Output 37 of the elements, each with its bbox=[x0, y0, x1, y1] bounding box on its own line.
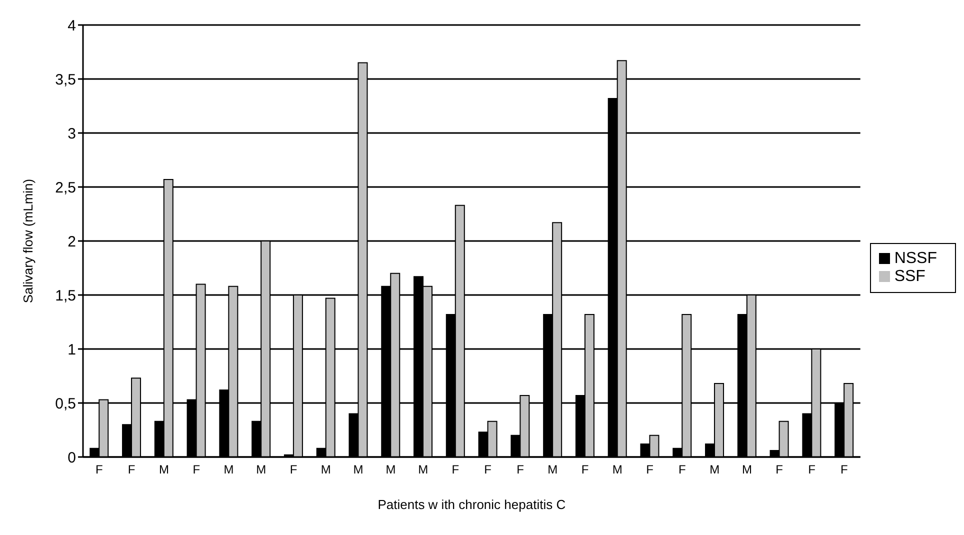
y-tick-label: 2 bbox=[68, 233, 76, 250]
x-tick-label: F bbox=[290, 462, 298, 477]
x-tick-label: M bbox=[353, 462, 364, 477]
y-tick-label: 2,5 bbox=[55, 179, 76, 196]
y-tick-label: 3,5 bbox=[55, 71, 76, 88]
x-tick-label: M bbox=[710, 462, 720, 477]
x-tick-label: M bbox=[158, 462, 169, 477]
y-tick-label: 3 bbox=[68, 125, 76, 142]
x-tick-label: F bbox=[192, 462, 200, 477]
legend-label: NSSF bbox=[894, 250, 937, 266]
x-tick-label: M bbox=[256, 462, 266, 477]
x-tick-label: F bbox=[516, 462, 524, 477]
x-tick-label: F bbox=[840, 462, 848, 477]
y-tick-label: 0 bbox=[68, 449, 76, 466]
x-tick-label: M bbox=[612, 462, 622, 477]
x-tick-label: F bbox=[96, 462, 103, 477]
x-tick-label: M bbox=[386, 462, 396, 477]
y-tick-label: 4 bbox=[68, 17, 76, 34]
x-tick-label: F bbox=[646, 462, 654, 477]
x-axis-title: Patients w ith chronic hepatitis C bbox=[378, 497, 566, 512]
y-tick-label: 0,5 bbox=[55, 395, 76, 412]
x-tick-label: F bbox=[808, 462, 816, 477]
legend-label: SSF bbox=[894, 268, 926, 284]
x-tick-label: F bbox=[581, 462, 589, 477]
x-tick-label: M bbox=[320, 462, 331, 477]
x-tick-label: F bbox=[484, 462, 492, 477]
x-tick-label: F bbox=[128, 462, 136, 477]
x-tick-label: F bbox=[776, 462, 784, 477]
x-tick-label: M bbox=[224, 462, 234, 477]
x-tick-label: M bbox=[418, 462, 428, 477]
x-tick-label: M bbox=[548, 462, 558, 477]
x-tick-label: F bbox=[678, 462, 686, 477]
x-tick-label: M bbox=[742, 462, 752, 477]
y-tick-label: 1 bbox=[68, 341, 76, 358]
y-axis-title: Salivary flow (mLmin) bbox=[20, 178, 36, 304]
x-tick-label: F bbox=[452, 462, 460, 477]
y-tick-label: 1,5 bbox=[55, 287, 76, 304]
